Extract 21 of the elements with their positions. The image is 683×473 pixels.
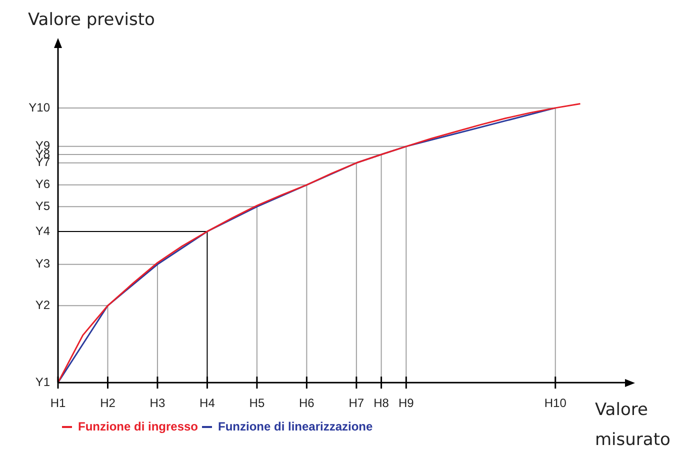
y-axis-title: Valore previsto [28, 10, 155, 30]
x-tick-label: H5 [249, 396, 265, 410]
x-tick-label: H9 [398, 396, 414, 410]
legend-label: Funzione di linearizzazione [218, 419, 374, 434]
ref-line-label: Y3 [35, 256, 50, 271]
x-tick-label: H4 [200, 396, 216, 410]
x-tick-label: H1 [50, 396, 66, 410]
annotation: Y1 [35, 374, 50, 389]
ref-line-label: Y4 [35, 224, 50, 238]
ref-line-label: Y5 [35, 198, 50, 213]
x-tick-label: H8 [374, 396, 390, 410]
x-tick-label: H3 [150, 396, 166, 410]
x-tick-label: H10 [544, 396, 567, 410]
ref-line-label: Y2 [35, 298, 50, 312]
ref-line-label: Y10 [28, 100, 50, 114]
x-tick-label: H7 [348, 396, 364, 410]
x-tick-label: H6 [299, 396, 315, 410]
x-axis-title: Valore misurato [595, 400, 670, 450]
ref-line-label: Y6 [35, 177, 50, 192]
legend-label: Funzione di ingresso [78, 419, 198, 434]
x-tick-label: H2 [100, 396, 116, 410]
